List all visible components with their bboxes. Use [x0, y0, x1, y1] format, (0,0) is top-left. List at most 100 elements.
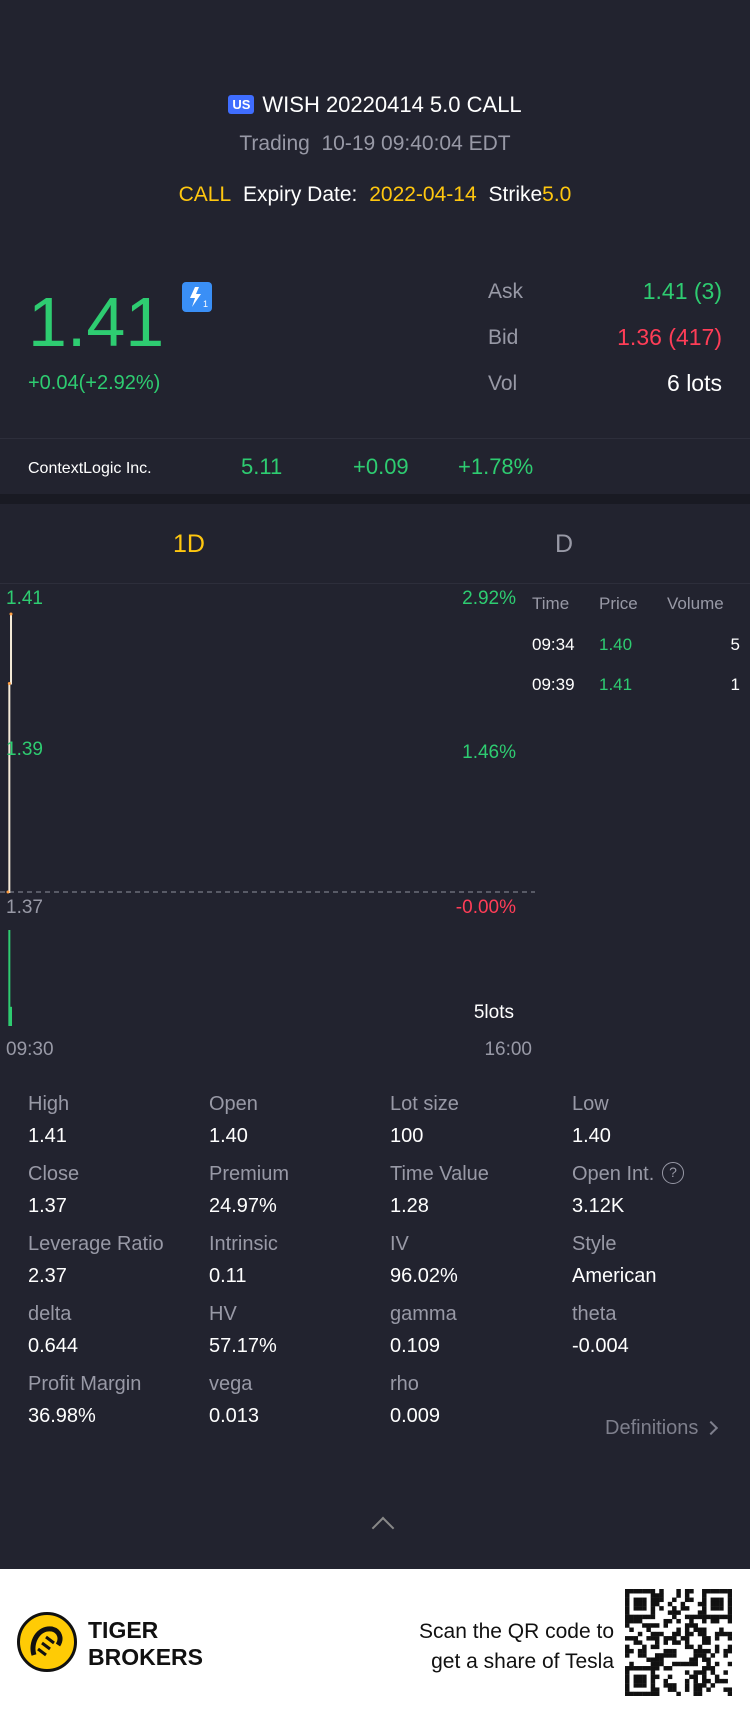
vol-label: Vol — [488, 372, 518, 395]
price-point — [9, 612, 13, 616]
lightning-icon[interactable]: 1 — [182, 282, 212, 312]
stat-value: 0.644 — [28, 1335, 79, 1357]
trade-price: 1.41 — [599, 675, 633, 694]
y-label-low: 1.37 — [6, 897, 43, 918]
tiger-logo-icon — [17, 1612, 77, 1672]
trade-volume: 5 — [730, 635, 740, 654]
x-label-end: 16:00 — [484, 1039, 532, 1060]
stat-label: Premium — [209, 1163, 290, 1185]
stat-value: 1.40 — [209, 1125, 248, 1147]
volume-bar — [10, 1006, 13, 1026]
stat-label: Lot size — [390, 1093, 459, 1115]
stat-value: 2.37 — [28, 1265, 67, 1287]
stat-value: 0.009 — [390, 1405, 441, 1427]
ask-label: Ask — [488, 280, 524, 303]
trading-status-row: Trading 10-19 09:40:04 EDT — [0, 132, 750, 156]
qr-code-icon[interactable] — [625, 1589, 733, 1697]
definitions-label: Definitions — [605, 1417, 699, 1439]
expiry-value: 2022-04-14 — [369, 183, 477, 206]
qr-text-line-1: Scan the QR code to — [419, 1620, 614, 1643]
intraday-chart[interactable] — [0, 584, 535, 1034]
option-type: CALL — [178, 183, 232, 206]
stat-value: 0.013 — [209, 1405, 260, 1427]
stat-label: High — [28, 1093, 70, 1115]
stat-label: Style — [572, 1233, 617, 1255]
pct-label-mid: 1.46% — [462, 742, 516, 763]
expiry-label: Expiry Date: — [243, 183, 358, 206]
definitions-link[interactable]: Definitions — [605, 1417, 719, 1440]
volume-bar — [8, 930, 11, 1026]
expiry-row: CALL Expiry Date: 2022-04-14 Strike5.0 — [0, 183, 750, 207]
stat-value: 100 — [390, 1125, 424, 1147]
trade-time: 09:34 — [532, 635, 575, 654]
stat-label: rho — [390, 1373, 419, 1395]
trading-timestamp: 10-19 09:40:04 EDT — [321, 132, 511, 155]
strike-value: 5.0 — [542, 183, 572, 206]
stat-label: IV — [390, 1233, 409, 1255]
stat-value: -0.004 — [572, 1335, 629, 1357]
underlying-change-pct: +1.78% — [458, 454, 534, 479]
stat-label: Open — [209, 1093, 258, 1115]
intraday-chart-svg — [0, 612, 535, 1026]
x-label-start: 09:30 — [6, 1039, 54, 1060]
stat-label: Time Value — [390, 1163, 489, 1185]
y-label-high: 1.41 — [6, 588, 43, 609]
pct-label-low: -0.00% — [455, 897, 516, 918]
level-badge: 1 — [203, 299, 208, 309]
trade-time: 09:39 — [532, 675, 575, 694]
price-point — [7, 682, 11, 685]
stat-value: 0.109 — [390, 1335, 441, 1357]
stat-label: gamma — [390, 1303, 457, 1325]
trade-price: 1.40 — [599, 635, 633, 654]
trades-header-time: Time — [532, 594, 570, 613]
stat-label: Profit Margin — [28, 1373, 142, 1395]
stat-label: delta — [28, 1303, 72, 1325]
stat-value: 57.17% — [209, 1335, 277, 1357]
help-circle-icon[interactable]: ? — [662, 1162, 684, 1184]
stat-value: 1.28 — [390, 1195, 429, 1217]
tab-divider — [0, 583, 750, 584]
strike-label: Strike — [488, 183, 543, 206]
stat-value: 1.41 — [28, 1125, 67, 1147]
price-change: +0.04(+2.92%) — [28, 372, 161, 394]
brand-name: TIGER BROKERS — [88, 1617, 203, 1671]
underlying-name: ContextLogic Inc. — [28, 460, 152, 477]
bid-value: 1.36 (417) — [617, 324, 722, 350]
tab-1d[interactable]: 1D — [173, 530, 205, 558]
brand-line-1: TIGER — [88, 1617, 159, 1643]
bid-label: Bid — [488, 326, 519, 349]
stat-label: Open Int. — [572, 1163, 655, 1185]
stat-label: HV — [209, 1303, 237, 1325]
option-title: WISH 20220414 5.0 CALL — [262, 92, 522, 117]
volume-max-label: 5lots — [473, 1002, 514, 1023]
trades-header-price: Price — [599, 594, 638, 613]
stat-value: 36.98% — [28, 1405, 96, 1427]
chevron-up-icon[interactable] — [371, 1516, 395, 1540]
stat-value: 3.12K — [572, 1195, 625, 1217]
chevron-right-icon — [703, 1420, 719, 1436]
stat-label: theta — [572, 1303, 617, 1325]
stat-value: American — [572, 1265, 657, 1287]
underlying-price: 5.11 — [241, 454, 283, 479]
divider — [0, 438, 750, 439]
stat-label: vega — [209, 1373, 253, 1395]
y-label-mid: 1.39 — [6, 739, 43, 760]
vol-value: 6 lots — [667, 370, 722, 396]
stat-value: 0.11 — [209, 1265, 247, 1287]
stat-label: Leverage Ratio — [28, 1233, 164, 1255]
stat-value: 1.40 — [572, 1125, 611, 1147]
pct-label-high: 2.92% — [462, 588, 516, 609]
stat-value: 1.37 — [28, 1195, 67, 1217]
brand-line-2: BROKERS — [88, 1644, 204, 1670]
market-badge: US — [228, 95, 255, 114]
stat-label: Intrinsic — [209, 1233, 278, 1255]
qr-promo-text: Scan the QR code to get a share of Tesla — [419, 1617, 614, 1677]
stat-value: 24.97% — [209, 1195, 277, 1217]
ask-value: 1.41 (3) — [642, 278, 722, 304]
last-price: 1.41 — [28, 283, 165, 361]
stat-value: 96.02% — [390, 1265, 458, 1287]
trading-status: Trading — [239, 132, 310, 155]
qr-text-line-2: get a share of Tesla — [431, 1650, 614, 1673]
tab-d[interactable]: D — [555, 530, 574, 558]
price-point — [6, 890, 10, 894]
